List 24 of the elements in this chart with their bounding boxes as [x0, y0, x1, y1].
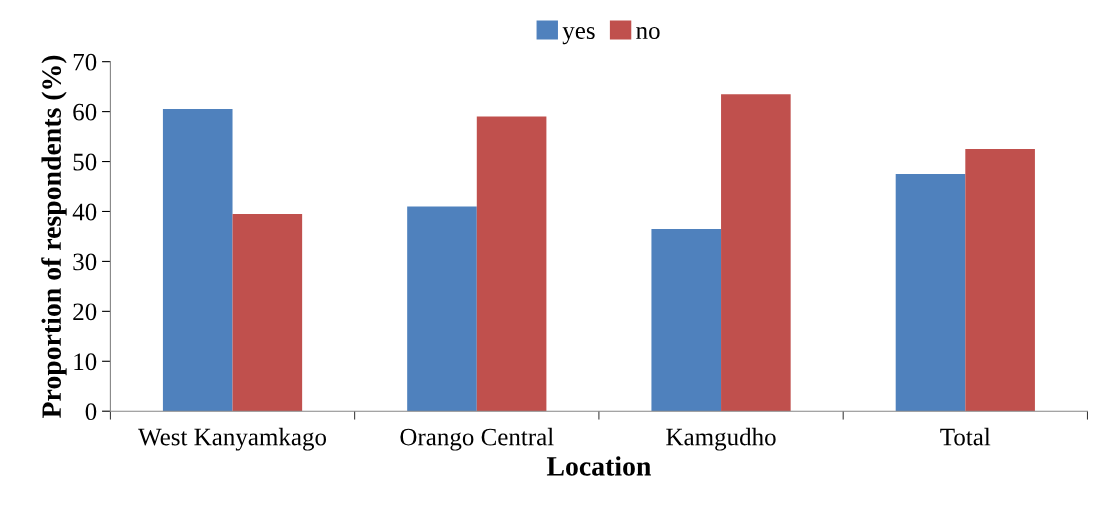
bar: [407, 206, 477, 412]
y-tick-label: 70: [73, 53, 97, 71]
x-tick-label: West Kanyamkago: [138, 427, 327, 451]
x-tick-label: Orango Central: [400, 427, 554, 451]
y-axis-title: Proportion of respondents (%): [41, 55, 67, 418]
y-tick-label: 40: [72, 203, 97, 221]
x-tick-label: Total: [940, 427, 991, 446]
x-axis-title: Location: [546, 456, 651, 476]
bar: [895, 174, 966, 412]
bar: [476, 116, 547, 412]
y-tick-label: 60: [73, 103, 97, 121]
y-tick-label: 10: [74, 353, 97, 371]
x-tick-label: Kamgudho: [666, 427, 776, 451]
y-tick-label: 0: [85, 403, 97, 421]
y-tick-label: 20: [73, 303, 97, 321]
legend-label: no: [636, 27, 660, 40]
bar: [651, 228, 722, 412]
y-tick-label: 30: [73, 253, 97, 271]
legend-label: yes: [562, 27, 595, 45]
bar: [965, 149, 1035, 412]
y-tick-label: 50: [73, 153, 97, 171]
bar: [162, 109, 233, 412]
bar: [721, 94, 791, 412]
bar: [232, 213, 303, 412]
